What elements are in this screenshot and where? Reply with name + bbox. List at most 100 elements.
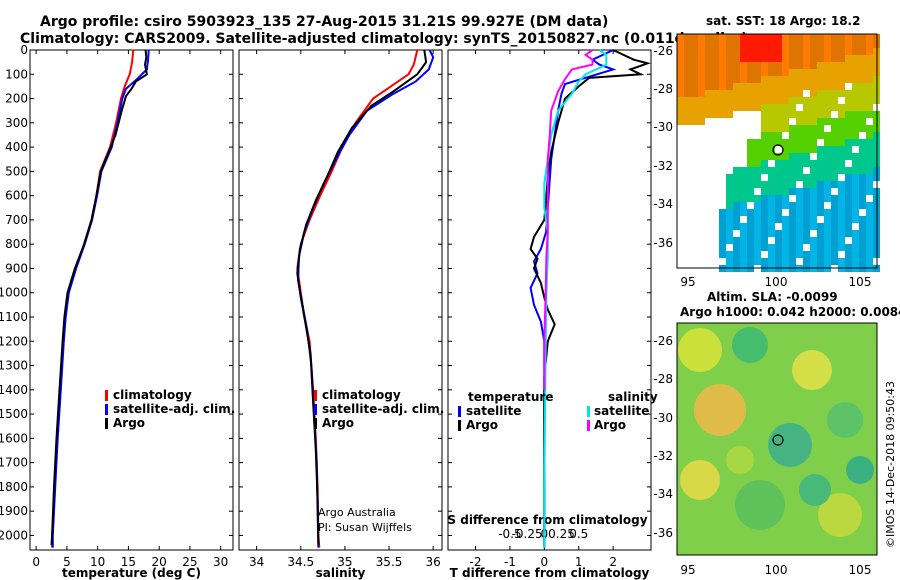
sst-cell	[789, 34, 796, 41]
sst-cell	[705, 34, 712, 41]
sst-cell	[775, 118, 782, 125]
sst-cell	[740, 55, 747, 62]
sst-cell	[789, 139, 796, 146]
sst-cell	[719, 132, 726, 139]
sst-cell	[677, 188, 684, 195]
sst-cell	[838, 97, 845, 104]
sst-cell	[761, 153, 768, 160]
sst-cell	[768, 160, 775, 167]
sst-cell	[705, 258, 712, 265]
sst-cell	[859, 244, 866, 251]
sst-cell	[740, 83, 747, 90]
sst-cell	[803, 34, 810, 41]
sst-cell	[803, 139, 810, 146]
sst-cell	[740, 132, 747, 139]
sst-cell	[691, 251, 698, 258]
sst-cell	[803, 97, 810, 104]
sst-cell	[824, 104, 831, 111]
sst-cell	[852, 118, 859, 125]
sst-cell	[677, 69, 684, 76]
sst-cell	[684, 258, 691, 265]
sst-cell	[824, 118, 831, 125]
sst-cell	[803, 195, 810, 202]
x-tick-label: 25	[182, 555, 197, 569]
sst-cell	[677, 139, 684, 146]
sst-cell	[677, 244, 684, 251]
sst-cell	[691, 188, 698, 195]
series-line	[543, 49, 608, 548]
sst-cell	[845, 139, 852, 146]
sst-cell	[726, 153, 733, 160]
sst-cell	[747, 181, 754, 188]
sst-cell	[810, 41, 817, 48]
sst-cell	[831, 223, 838, 230]
sst-cell	[817, 209, 824, 216]
sst-cell	[817, 83, 824, 90]
sst-cell	[782, 181, 789, 188]
sst-cell	[719, 146, 726, 153]
sst-cell	[803, 132, 810, 139]
sst-cell	[775, 55, 782, 62]
sst-cell	[719, 62, 726, 69]
sst-cell	[859, 251, 866, 258]
sst-cell	[740, 76, 747, 83]
sst-cell	[775, 62, 782, 69]
sst-cell	[789, 223, 796, 230]
sst-cell	[859, 76, 866, 83]
sst-cell	[768, 153, 775, 160]
sst-cell	[796, 202, 803, 209]
sst-cell	[831, 160, 838, 167]
sst-cell	[859, 202, 866, 209]
sst-cell	[810, 111, 817, 118]
sst-cell	[838, 188, 845, 195]
sst-cell	[761, 223, 768, 230]
sst-cell	[810, 153, 817, 160]
sst-cell	[852, 55, 859, 62]
sst-cell	[775, 251, 782, 258]
sst-cell	[838, 62, 845, 69]
sst-cell	[761, 62, 768, 69]
sst-cell	[712, 167, 719, 174]
sst-cell	[796, 125, 803, 132]
sst-cell	[761, 202, 768, 209]
sst-cell	[691, 258, 698, 265]
sst-cell	[698, 83, 705, 90]
sst-cell	[684, 216, 691, 223]
sst-cell	[740, 48, 747, 55]
sst-cell	[817, 62, 824, 69]
sst-cell	[852, 90, 859, 97]
sst-cell	[852, 83, 859, 90]
sst-cell	[677, 104, 684, 111]
sst-cell	[726, 167, 733, 174]
sst-cell	[775, 34, 782, 41]
depth-tick-label: 1500	[0, 407, 28, 421]
sst-cell	[733, 195, 740, 202]
sst-cell	[789, 244, 796, 251]
sst-cell	[817, 125, 824, 132]
sst-cell	[838, 244, 845, 251]
legend-label: Argo	[113, 416, 145, 430]
sst-cell	[712, 83, 719, 90]
sla-ytick-30: -30	[653, 411, 673, 425]
sst-cell	[733, 55, 740, 62]
sst-cell	[866, 139, 873, 146]
sst-cell	[831, 125, 838, 132]
sst-cell	[691, 195, 698, 202]
sst-cell	[712, 202, 719, 209]
sst-map-frame	[676, 33, 878, 269]
sst-cell	[705, 174, 712, 181]
sst-cell	[747, 104, 754, 111]
sst-cell	[733, 146, 740, 153]
sst-cell	[691, 202, 698, 209]
sst-cell	[782, 223, 789, 230]
sst-cell	[747, 90, 754, 97]
sst-cell	[817, 41, 824, 48]
sst-cell	[831, 76, 838, 83]
sst-cell	[810, 188, 817, 195]
sst-cell	[754, 111, 761, 118]
sst-cell	[796, 55, 803, 62]
sst-cell	[768, 90, 775, 97]
sst-cell	[754, 69, 761, 76]
sst-cell	[796, 76, 803, 83]
sst-cell	[684, 174, 691, 181]
